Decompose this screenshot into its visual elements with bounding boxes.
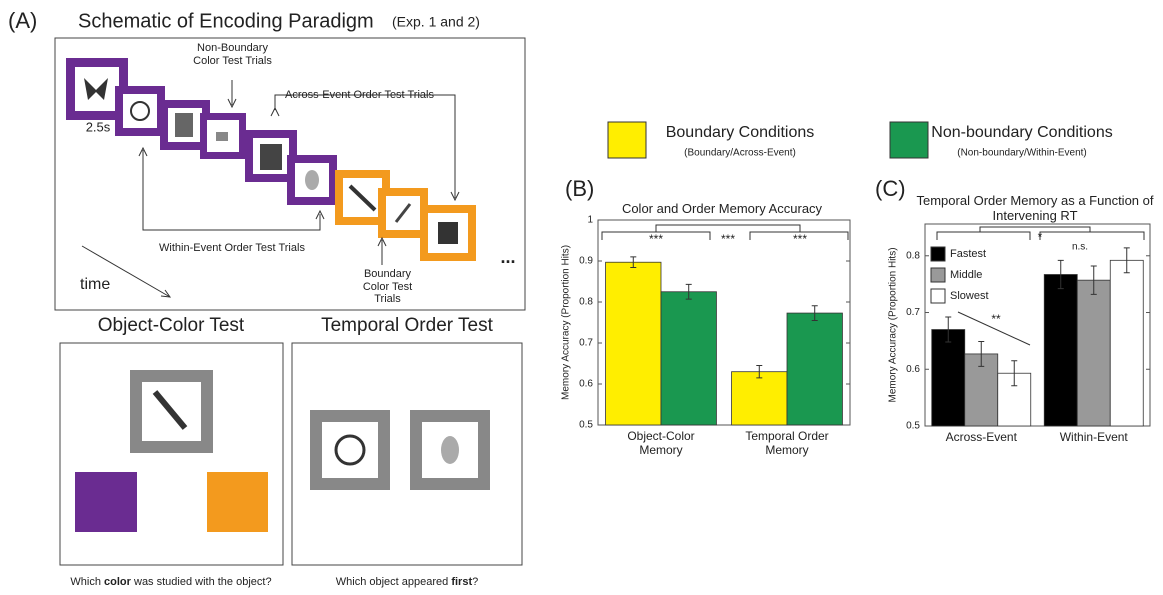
legend-swatch [930,246,946,262]
panel-label: (C) [875,176,906,201]
significance: ** [991,312,1001,326]
bar [731,371,788,426]
bar [605,261,662,426]
annotation: Non-Boundary Color Test Trials [193,42,272,67]
y-axis-label: Memory Accuracy (Proportion Hits) [888,247,899,402]
panel-title: Schematic of Encoding Paradigm [78,10,374,32]
legend-label: Non-boundary Conditions [931,124,1112,141]
arrows [81,80,460,298]
y-tick-label: 0.5 [579,420,593,431]
y-tick-label: 0.5 [906,421,920,432]
legend-note: (Non-boundary/Within-Event) [957,148,1087,159]
panel-label: (B) [565,176,594,201]
annotation: 2.5s [86,119,111,134]
significance-bracket [936,231,1031,240]
error-bar [630,256,637,269]
error-bar [811,305,818,321]
question: Which color was studied with the object? [31,576,311,589]
bar [931,329,966,427]
bar [1109,259,1144,427]
error-bar [1090,265,1097,295]
significance: *** [793,232,807,246]
question-part: color [104,576,131,588]
frames [66,58,476,261]
legend-label: Fastest [950,248,986,260]
legend-label: Middle [950,269,982,281]
significance-bracket [749,231,849,240]
significance: *** [721,232,735,246]
legend-note: (Boundary/Across-Event) [684,148,796,159]
bar [1043,274,1078,427]
error-bar [1123,247,1130,274]
annotation: Boundary Color Test Trials [362,268,413,306]
chart-title: Temporal Order Memory as a Function of I… [916,193,1154,223]
bar [660,291,717,426]
test-title: Temporal Order Test [321,315,493,336]
question-part: Which [70,576,105,588]
error-bar [685,283,692,300]
bar [786,312,843,426]
test-stimuli [75,370,490,532]
test-title: Object-Color Test [98,315,245,336]
legend-label: Slowest [950,290,989,302]
question: Which object appeared first? [267,576,547,589]
error-bar [1011,360,1018,387]
x-tick-label: Across-Event [945,430,1017,444]
error-bar [978,340,985,367]
y-axis-label: Memory Accuracy (Proportion Hits) [561,245,572,400]
annotation: time [80,276,110,293]
y-tick-label: 0.7 [579,338,593,349]
significance: *** [649,232,663,246]
schematic-box [54,37,526,311]
plot-frame [924,223,1151,427]
y-tick-label: 0.6 [579,379,593,390]
y-tick-label: 0.8 [906,250,920,261]
chart-title: Color and Order Memory Accuracy [621,201,823,216]
error-bar [945,316,952,343]
x-tick-label: Temporal Order Memory [745,429,829,457]
y-tick-label: 0.7 [906,307,920,318]
legend-swatch [889,121,929,159]
x-tick-label: Within-Event [1059,430,1128,444]
significance-bracket [655,224,801,232]
legend-label: Boundary Conditions [666,124,815,141]
legend-swatch [930,267,946,283]
y-tick-label: 0.6 [906,364,920,375]
significance-bracket [979,226,1091,232]
color-test-box [59,342,284,566]
error-bar [756,365,763,379]
annotation: ... [500,247,515,267]
trend-line [957,311,1031,346]
significance: n.s. [1072,242,1088,253]
plot-frame [597,219,851,426]
panel-title-note: (Exp. 1 and 2) [392,14,480,30]
question-part: Which object appeared [335,576,452,588]
y-tick-label: 0.8 [579,297,593,308]
x-tick-label: Object-Color Memory [627,429,695,457]
significance: * [1038,230,1043,244]
annotation: Across-Event Order Test Trials [285,89,434,101]
order-test-box [291,342,523,566]
y-tick-label: 1 [587,215,593,226]
legend-swatch [607,121,647,159]
error-bar [1057,259,1064,290]
question-part: first [451,576,473,588]
bar [1076,279,1111,427]
panel-label: (A) [8,8,37,33]
question-part: ? [472,576,479,588]
annotation: Within-Event Order Test Trials [159,242,305,254]
question-part: was studied with the object? [130,576,272,588]
y-tick-label: 0.9 [579,256,593,267]
significance-bracket [1039,231,1145,240]
legend-swatch [930,288,946,304]
